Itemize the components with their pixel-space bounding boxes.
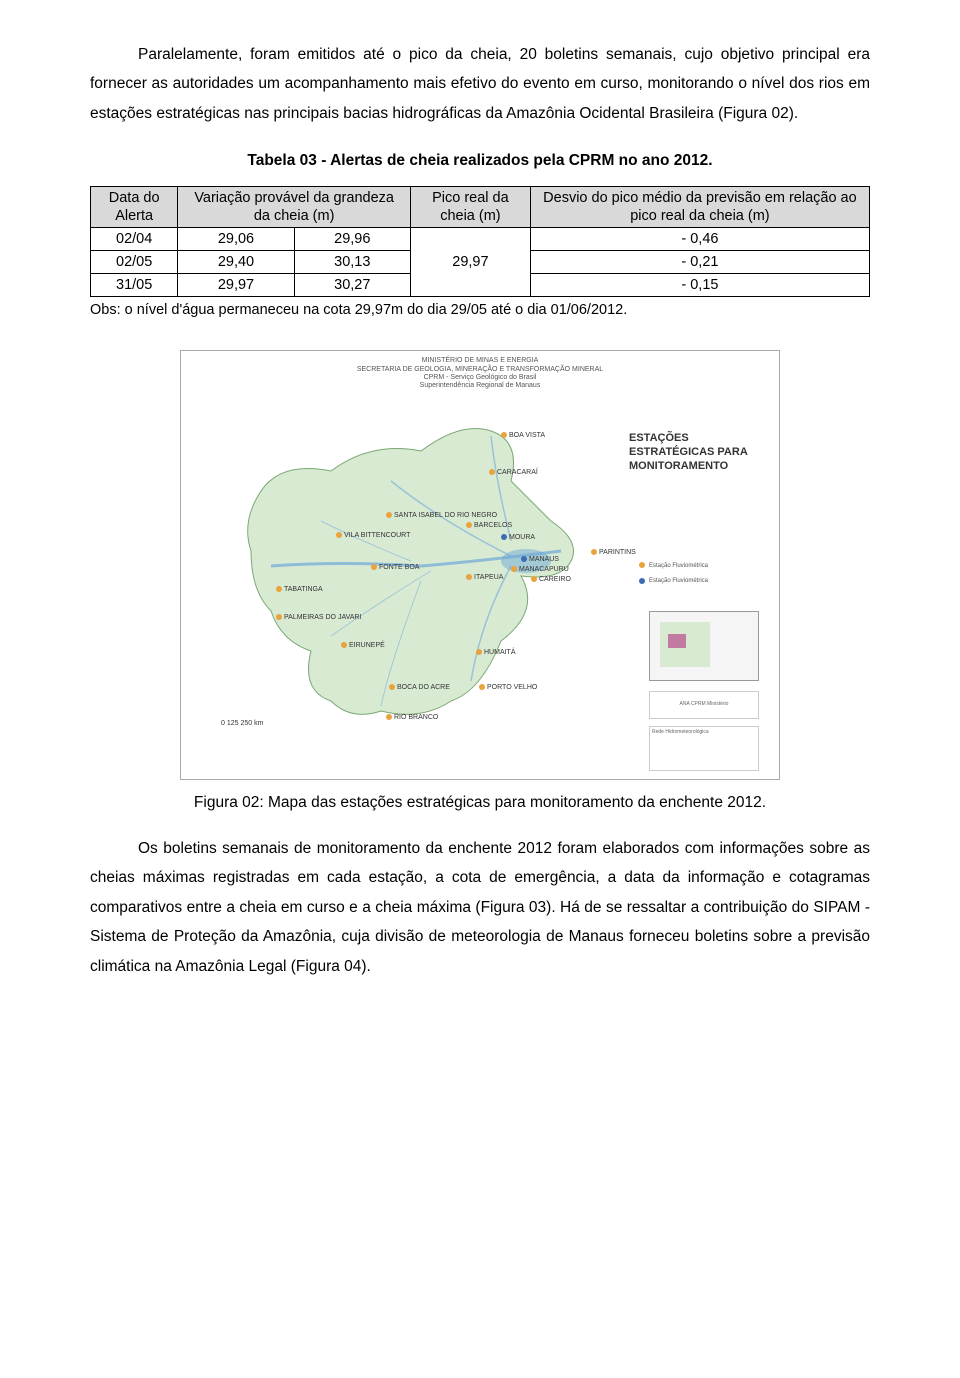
map-header-line: Superintendência Regional de Manaus: [181, 382, 779, 390]
station-marker: PARINTINS: [591, 546, 636, 559]
station-marker: PALMEIRAS DO JAVARI: [276, 611, 361, 624]
cell-v1: 29,97: [178, 274, 294, 297]
station-marker: MOURA: [501, 531, 535, 544]
legend-item: Estação Fluviométrica: [639, 561, 759, 572]
figure-caption: Figura 02: Mapa das estações estratégica…: [180, 792, 780, 814]
station-marker: BOCA DO ACRE: [389, 681, 450, 694]
cell-v1: 29,40: [178, 251, 294, 274]
cell-v1: 29,06: [178, 228, 294, 251]
mini-map: [649, 611, 759, 681]
legend-item: Estação Fluviométrica: [639, 576, 759, 587]
cell-date: 02/05: [91, 251, 178, 274]
cell-v2: 29,96: [294, 228, 410, 251]
cell-pico-real: 29,97: [410, 228, 530, 297]
station-marker: RIO BRANCO: [386, 711, 438, 724]
cell-dev: - 0,15: [530, 274, 869, 297]
station-marker: PORTO VELHO: [479, 681, 537, 694]
map-body: BOA VISTACARACARAÍSANTA ISABEL DO RIO NE…: [181, 391, 779, 751]
paragraph-intro: Paralelamente, foram emitidos até o pico…: [90, 40, 870, 128]
station-marker: FONTE BOA: [371, 561, 419, 574]
cell-v2: 30,13: [294, 251, 410, 274]
map-header: MINISTÉRIO DE MINAS E ENERGIA SECRETARIA…: [181, 351, 779, 391]
th-data: Data do Alerta: [91, 186, 178, 227]
cell-date: 02/04: [91, 228, 178, 251]
map-header-line: MINISTÉRIO DE MINAS E ENERGIA: [181, 357, 779, 365]
mini-map-highlight: [668, 634, 686, 648]
legend-label: Estação Fluviométrica: [649, 578, 708, 584]
cell-dev: - 0,46: [530, 228, 869, 251]
th-desvio: Desvio do pico médio da previsão em rela…: [530, 186, 869, 227]
cell-date: 31/05: [91, 274, 178, 297]
station-marker: EIRUNEPÉ: [341, 639, 385, 652]
map-scale: 0 125 250 km: [221, 717, 263, 730]
station-marker: CAREIRO: [531, 573, 571, 586]
map-legend: Estação Fluviométrica Estação Fluviométr…: [639, 561, 759, 592]
map-header-line: CPRM - Serviço Geológico do Brasil: [181, 374, 779, 382]
cell-v2: 30,27: [294, 274, 410, 297]
table-note: Obs: o nível d'água permaneceu na cota 2…: [90, 301, 870, 320]
alertas-table: Data do Alerta Variação provável da gran…: [90, 186, 870, 298]
map-title: ESTAÇÕES ESTRATÉGICAS PARA MONITORAMENTO: [629, 431, 759, 474]
paragraph-boletins: Os boletins semanais de monitoramento da…: [90, 834, 870, 981]
table-title: Tabela 03 - Alertas de cheia realizados …: [90, 146, 870, 175]
map-footer: Rede Hidrometeorológica: [649, 726, 759, 771]
table-header-row: Data do Alerta Variação provável da gran…: [91, 186, 870, 227]
station-marker: TABATINGA: [276, 583, 323, 596]
legend-label: Estação Fluviométrica: [649, 563, 708, 569]
station-marker: ITAPEUA: [466, 571, 503, 584]
station-marker: BOA VISTA: [501, 429, 545, 442]
map-logos: ANA CPRM Ministério: [649, 691, 759, 719]
station-marker: HUMAITÁ: [476, 646, 516, 659]
th-pico: Pico real da cheia (m): [410, 186, 530, 227]
th-variacao: Variação provável da grandeza da cheia (…: [178, 186, 411, 227]
table-row: 02/04 29,06 29,96 29,97 - 0,46: [91, 228, 870, 251]
mini-map-region: [660, 622, 710, 667]
station-marker: VILA BITTENCOURT: [336, 529, 410, 542]
map-figure: MINISTÉRIO DE MINAS E ENERGIA SECRETARIA…: [180, 350, 780, 780]
station-marker: CARACARAÍ: [489, 466, 538, 479]
map-header-line: SECRETARIA DE GEOLOGIA, MINERAÇÃO E TRAN…: [181, 366, 779, 374]
cell-dev: - 0,21: [530, 251, 869, 274]
